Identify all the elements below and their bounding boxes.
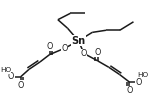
Text: O: O xyxy=(94,48,101,57)
Text: O: O xyxy=(61,44,68,53)
Text: Sn: Sn xyxy=(71,36,85,46)
Text: O: O xyxy=(46,42,53,51)
Text: O: O xyxy=(18,81,24,90)
Text: O: O xyxy=(136,77,142,87)
Text: O: O xyxy=(81,49,87,58)
Text: HO: HO xyxy=(0,67,11,73)
Text: O: O xyxy=(8,72,14,81)
Text: HO: HO xyxy=(138,72,149,78)
Text: O: O xyxy=(126,86,133,95)
